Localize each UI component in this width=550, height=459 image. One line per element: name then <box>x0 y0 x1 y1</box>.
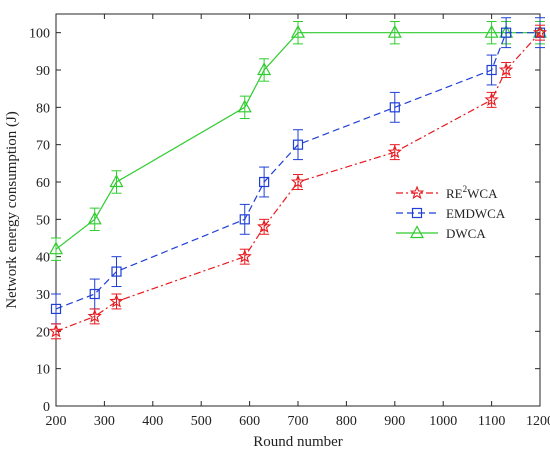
legend: RE2WCA EMDWCA DWCA <box>396 184 506 241</box>
data-point-star <box>256 219 272 233</box>
y-tick-label: 10 <box>36 363 50 378</box>
data-point-star <box>290 174 306 189</box>
data-point-square <box>111 266 122 277</box>
legend-item: RE2WCA <box>396 184 498 201</box>
x-tick-label: 800 <box>336 414 357 429</box>
data-point-triangle <box>48 241 64 255</box>
x-axis-title: Round number <box>253 434 343 450</box>
data-point-square <box>292 139 304 150</box>
x-tick-label: 900 <box>384 414 405 429</box>
data-point-triangle <box>290 24 306 38</box>
series-emdwca <box>50 17 546 325</box>
y-tick-label: 30 <box>36 288 50 303</box>
y-tick-label: 80 <box>36 101 50 116</box>
data-point-square <box>259 176 270 188</box>
data-point-star <box>387 144 402 159</box>
series-layer <box>48 17 548 340</box>
legend-label: DWCA <box>446 226 486 241</box>
data-point-star <box>484 92 499 106</box>
x-tick-label: 600 <box>239 414 260 429</box>
legend-label: EMDWCA <box>446 206 506 221</box>
legend-item: DWCA <box>396 225 486 241</box>
legend-label: RE2WCA <box>446 184 498 201</box>
data-point-triangle <box>409 225 425 239</box>
y-axis: 0 10 20 30 40 50 60 70 80 90 100 <box>29 27 540 415</box>
y-tick-label: 100 <box>29 27 50 42</box>
data-point-star <box>87 308 102 323</box>
y-tick-label: 20 <box>36 325 50 340</box>
data-point-square <box>411 207 423 219</box>
data-point-star <box>498 62 514 77</box>
x-tick-label: 1100 <box>478 414 505 429</box>
y-tick-label: 40 <box>36 251 50 266</box>
y-tick-label: 90 <box>36 64 50 79</box>
x-tick-label: 700 <box>288 414 309 429</box>
data-point-star <box>109 293 124 308</box>
series-re <box>48 24 548 340</box>
data-point-star <box>409 185 425 200</box>
data-point-star <box>532 25 548 39</box>
x-tick-label: 200 <box>46 414 67 429</box>
data-point-star <box>237 249 252 263</box>
y-tick-label: 60 <box>36 176 50 191</box>
y-axis-title: Network energy consumption (J) <box>4 111 20 309</box>
data-point-triangle <box>387 24 402 38</box>
data-point-star <box>48 323 64 338</box>
data-point-triangle <box>87 211 102 225</box>
y-tick-label: 0 <box>43 400 50 415</box>
series-line <box>55 32 540 250</box>
data-point-square <box>89 288 100 300</box>
x-tick-label: 400 <box>142 414 163 429</box>
x-tick-label: 500 <box>191 414 212 429</box>
series-dwca <box>48 20 548 261</box>
data-point-triangle <box>484 24 499 38</box>
data-point-triangle <box>237 99 252 113</box>
data-point-square <box>389 102 400 113</box>
x-tick-label: 300 <box>94 414 115 429</box>
y-tick-label: 70 <box>36 139 50 154</box>
data-point-triangle <box>257 62 272 76</box>
data-point-square <box>239 214 250 225</box>
data-point-square <box>501 27 512 38</box>
data-point-square <box>486 64 497 76</box>
y-tick-label: 50 <box>36 213 50 228</box>
data-point-triangle <box>109 174 124 188</box>
series-line <box>55 32 540 310</box>
x-tick-label: 1000 <box>429 414 457 429</box>
legend-item: EMDWCA <box>396 206 506 221</box>
data-point-square <box>50 303 62 315</box>
